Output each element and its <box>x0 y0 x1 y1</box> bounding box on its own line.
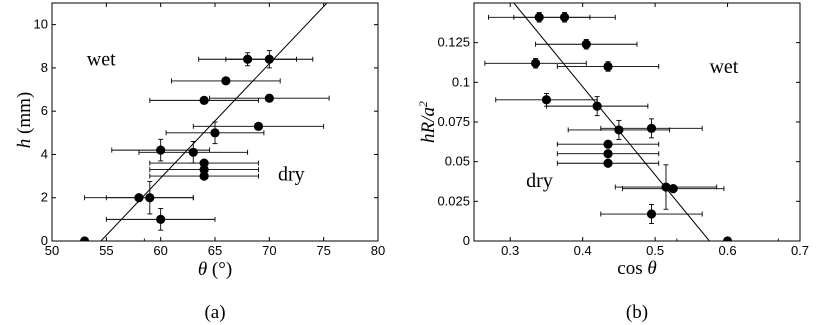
marker <box>188 147 198 157</box>
panel-label: (b) <box>626 302 648 323</box>
data-point <box>209 93 330 103</box>
data-point <box>105 181 194 215</box>
data-point <box>556 139 660 149</box>
panel-label: (a) <box>204 302 225 323</box>
data-point <box>556 149 660 159</box>
y-tick-label: 2 <box>41 190 48 205</box>
region-label-dry: dry <box>278 163 305 185</box>
data-point <box>192 121 325 131</box>
marker <box>646 123 657 133</box>
x-tick-label: 0.4 <box>574 243 592 258</box>
data-point <box>149 165 259 175</box>
x-tick-label: 0.3 <box>501 243 519 258</box>
x-axis-label: cos θ <box>617 258 656 279</box>
x-tick-label: 0.7 <box>791 243 809 258</box>
marker <box>668 184 678 194</box>
data-point <box>171 76 281 86</box>
marker <box>603 139 613 149</box>
region-label-dry: dry <box>526 170 553 192</box>
x-tick-label: 60 <box>153 243 167 258</box>
y-axis-label: h (mm) <box>14 92 35 148</box>
marker <box>592 101 602 111</box>
y-tick-label: 0 <box>41 233 48 248</box>
y-tick-label: 0 <box>463 233 470 248</box>
plot-frame <box>473 2 801 242</box>
marker <box>559 12 570 22</box>
x-tick-label: 65 <box>208 243 222 258</box>
x-tick-label: 0.5 <box>646 243 664 258</box>
y-tick-label: 8 <box>41 60 48 75</box>
chart-panel-a: 50 55 60 65 70 75 80 0 2 4 6 8 10 wet dry θ (°) h (mm) (a… <box>14 2 385 323</box>
x-tick-label: 70 <box>262 243 276 258</box>
marker <box>614 125 624 135</box>
fit-line <box>513 3 710 241</box>
data-point <box>556 61 660 72</box>
marker <box>199 95 209 105</box>
marker <box>603 158 613 168</box>
marker <box>210 128 220 138</box>
marker <box>80 236 90 241</box>
chart-panel-b: 0.3 0.4 0.5 0.6 0.7 0 0.025 0.05 0.075 0.1 0.125 we… <box>416 2 809 323</box>
data-point <box>556 158 660 168</box>
marker <box>199 165 209 175</box>
x-axis-label: θ (°) <box>198 259 232 280</box>
marker <box>646 209 657 219</box>
region-label-wet: wet <box>87 49 116 71</box>
data-point <box>600 118 703 139</box>
data-point <box>138 141 249 164</box>
data-point <box>513 12 616 23</box>
data-point <box>622 184 725 194</box>
x-tick-label: 75 <box>316 243 330 258</box>
data-point <box>165 121 265 145</box>
y-tick-label: 0.1 <box>452 74 470 89</box>
data-point <box>545 96 649 117</box>
data-point <box>52 236 145 241</box>
data-point <box>600 204 703 224</box>
x-tick-label: 55 <box>99 243 113 258</box>
y-tick-label: 0.075 <box>437 114 470 129</box>
marker <box>264 93 274 103</box>
data-point <box>105 208 216 231</box>
marker <box>581 39 591 49</box>
data-point <box>614 164 718 210</box>
y-tick-label: 0.025 <box>437 193 470 208</box>
marker <box>221 76 231 86</box>
y-tick-label: 6 <box>41 103 48 118</box>
marker <box>603 61 613 72</box>
marker <box>253 121 264 131</box>
data-point <box>484 58 587 69</box>
marker <box>199 158 209 168</box>
data-point <box>225 50 314 69</box>
data-point <box>149 158 259 168</box>
marker <box>722 236 733 241</box>
y-tick-label: 0.125 <box>437 35 470 50</box>
marker <box>156 214 166 224</box>
marker <box>603 149 613 159</box>
y-axis-label: hR/a2 <box>416 101 439 143</box>
data-point <box>535 39 638 50</box>
x-tick-label: 0.6 <box>719 243 737 258</box>
marker <box>661 182 671 192</box>
x-tick-label: 80 <box>371 243 385 258</box>
marker <box>156 145 166 155</box>
data-point <box>676 236 779 241</box>
y-tick-label: 10 <box>34 17 48 32</box>
y-tick-label: 0.05 <box>445 154 470 169</box>
marker <box>541 95 552 105</box>
marker <box>530 58 541 68</box>
marker <box>264 54 274 64</box>
data-point <box>149 171 259 181</box>
marker <box>145 193 155 203</box>
marker <box>199 171 209 181</box>
y-tick-label: 4 <box>41 146 48 161</box>
data-point <box>149 95 259 105</box>
region-label-wet: wet <box>709 56 738 78</box>
x-tick-label: 50 <box>45 243 59 258</box>
